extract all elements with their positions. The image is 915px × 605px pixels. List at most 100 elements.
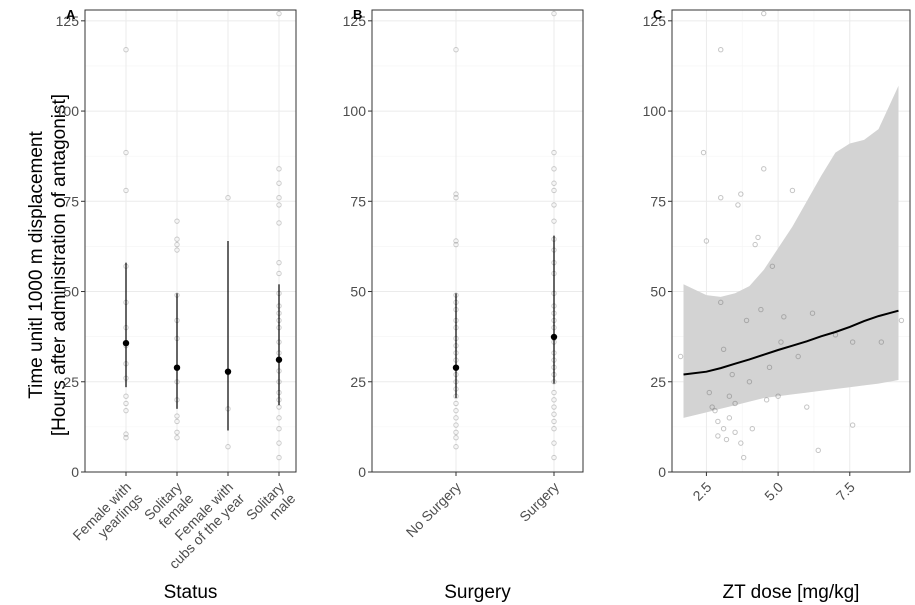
- x-tick-label-line: Surgery: [516, 479, 562, 525]
- raw-point: [795, 353, 801, 360]
- raw-point: [123, 393, 129, 399]
- raw-point: [551, 440, 557, 446]
- raw-point: [738, 191, 744, 197]
- raw-point: [789, 187, 796, 194]
- raw-point: [769, 263, 776, 269]
- raw-point: [551, 454, 557, 461]
- raw-point: [763, 397, 770, 403]
- raw-point: [123, 435, 129, 441]
- raw-point: [453, 400, 459, 407]
- panel-background: [372, 10, 583, 472]
- raw-point: [453, 194, 459, 201]
- raw-point: [898, 317, 905, 324]
- y-tick-label: 125: [56, 13, 80, 29]
- y-tick-label: 25: [650, 374, 666, 390]
- y-axis-title: Time unitl 1000 m displacement [Hours af…: [26, 94, 70, 436]
- raw-point: [123, 431, 129, 437]
- raw-point: [743, 317, 750, 324]
- raw-point: [453, 238, 459, 244]
- raw-point: [174, 247, 180, 253]
- raw-point: [709, 404, 715, 410]
- raw-point: [849, 422, 856, 428]
- raw-point: [174, 241, 180, 248]
- raw-point: [276, 194, 282, 201]
- raw-point: [715, 418, 721, 425]
- raw-point: [726, 415, 733, 421]
- raw-point: [778, 339, 784, 345]
- raw-point: [804, 404, 810, 410]
- raw-point: [775, 393, 781, 399]
- raw-point: [735, 202, 741, 208]
- estimate-point: [275, 356, 283, 363]
- x-tick-label-surgery: Surgery: [516, 479, 562, 525]
- raw-point: [761, 166, 767, 172]
- y-tick-label: 50: [63, 284, 79, 300]
- raw-point: [453, 435, 459, 441]
- y-tick-label: 0: [71, 464, 79, 480]
- raw-point: [276, 10, 282, 17]
- raw-point: [453, 47, 459, 53]
- raw-point: [729, 371, 735, 378]
- raw-point: [712, 407, 718, 414]
- raw-point: [174, 413, 180, 419]
- raw-point: [720, 346, 727, 352]
- raw-point: [276, 259, 282, 266]
- raw-point: [746, 379, 753, 385]
- y-tick-label: 125: [343, 13, 367, 29]
- raw-point: [123, 400, 129, 407]
- raw-point: [123, 407, 129, 414]
- raw-point: [225, 194, 231, 201]
- raw-point: [453, 429, 459, 435]
- raw-point: [700, 149, 707, 156]
- raw-point: [276, 180, 282, 186]
- raw-point: [758, 306, 764, 313]
- y-tick-label: 100: [56, 103, 80, 119]
- y-tick-label: 0: [658, 464, 666, 480]
- raw-point: [174, 418, 180, 425]
- raw-point: [551, 411, 557, 417]
- raw-point: [849, 339, 856, 345]
- raw-point: [551, 10, 557, 17]
- raw-point: [755, 234, 761, 241]
- raw-point: [738, 440, 744, 446]
- raw-point: [276, 454, 282, 461]
- raw-point: [225, 444, 231, 450]
- estimate-point: [550, 333, 558, 341]
- estimate-point: [122, 339, 130, 347]
- raw-point: [123, 187, 129, 194]
- raw-point: [123, 47, 129, 53]
- x-tick-label-solitary-male: Solitarymale: [243, 479, 299, 535]
- y-axis-title-line2: [Hours after administration of antagonis…: [49, 94, 70, 436]
- confidence-ribbon: [683, 85, 899, 418]
- panel-tag: C: [653, 7, 663, 22]
- y-tick-label: 75: [63, 193, 79, 209]
- raw-point: [732, 400, 738, 407]
- raw-point: [551, 149, 557, 156]
- raw-point: [453, 407, 459, 414]
- raw-point: [718, 299, 724, 306]
- y-tick-label: 100: [643, 103, 667, 119]
- x-axis-title: Status: [164, 582, 218, 603]
- raw-point: [453, 415, 459, 421]
- raw-point: [551, 218, 557, 224]
- y-tick-label: 75: [650, 193, 666, 209]
- estimate-point: [224, 368, 232, 375]
- panel-background: [85, 10, 296, 472]
- panel-a: 0 25 50 75 100 125 Female withyearlings Solitar…: [56, 7, 299, 603]
- raw-point: [276, 202, 282, 208]
- raw-point: [726, 393, 733, 399]
- raw-point: [551, 404, 557, 410]
- raw-point: [703, 238, 710, 244]
- x-axis-title: Surgery: [444, 582, 511, 603]
- x-tick-label: 2.5: [689, 479, 714, 504]
- y-tick-label: 125: [643, 13, 667, 29]
- raw-point: [453, 191, 459, 197]
- raw-point: [740, 454, 747, 461]
- estimate-point: [173, 364, 181, 371]
- raw-point: [706, 389, 712, 396]
- raw-point: [723, 436, 730, 443]
- raw-point: [766, 364, 773, 371]
- raw-point: [453, 422, 459, 428]
- y-tick-label: 100: [343, 103, 367, 119]
- y-tick-label: 25: [63, 374, 79, 390]
